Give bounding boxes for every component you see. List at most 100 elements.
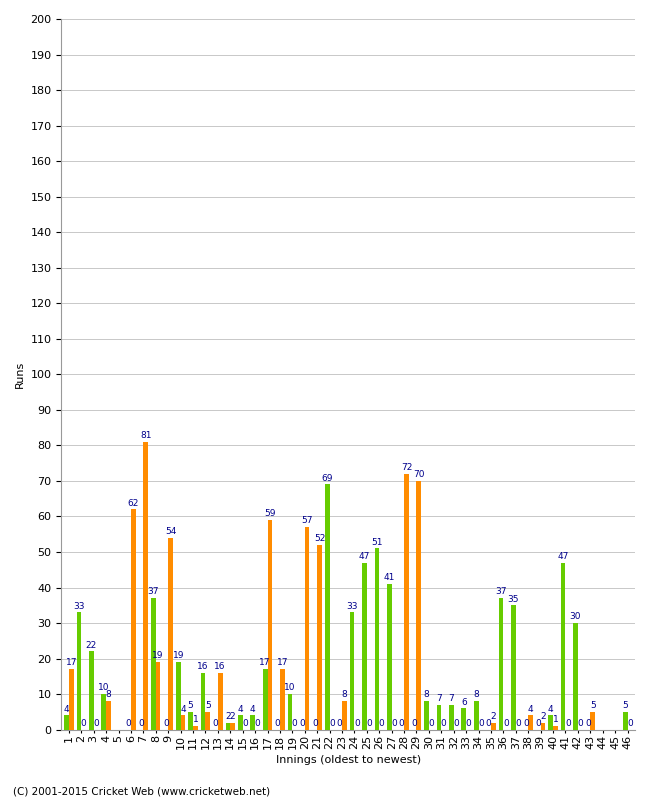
Bar: [230, 722, 235, 730]
Text: 0: 0: [292, 719, 298, 728]
Bar: [553, 726, 558, 730]
Bar: [151, 598, 156, 730]
Text: 0: 0: [391, 719, 397, 728]
Bar: [499, 598, 503, 730]
Bar: [64, 715, 69, 730]
Text: 8: 8: [105, 690, 111, 699]
Text: 47: 47: [359, 552, 370, 561]
Text: 0: 0: [585, 719, 591, 728]
Text: 0: 0: [329, 719, 335, 728]
Text: 10: 10: [98, 683, 109, 692]
Bar: [263, 670, 268, 730]
Text: 1: 1: [552, 715, 558, 724]
Text: 4: 4: [548, 705, 554, 714]
Bar: [101, 694, 106, 730]
Bar: [106, 702, 110, 730]
Bar: [168, 538, 173, 730]
Text: 70: 70: [413, 470, 424, 479]
Text: 0: 0: [354, 719, 359, 728]
Text: 17: 17: [276, 658, 288, 667]
Bar: [156, 662, 161, 730]
Text: 0: 0: [441, 719, 447, 728]
Text: 0: 0: [367, 719, 372, 728]
Bar: [362, 562, 367, 730]
Text: 33: 33: [346, 602, 358, 610]
Text: 0: 0: [300, 719, 306, 728]
Bar: [491, 722, 496, 730]
Bar: [623, 712, 627, 730]
Bar: [474, 702, 478, 730]
Bar: [287, 694, 292, 730]
Text: 0: 0: [577, 719, 583, 728]
Text: 2: 2: [230, 712, 235, 721]
Bar: [404, 474, 409, 730]
Text: 0: 0: [478, 719, 484, 728]
Text: 0: 0: [399, 719, 404, 728]
Text: 22: 22: [86, 641, 97, 650]
Text: 59: 59: [264, 510, 276, 518]
Text: 0: 0: [411, 719, 417, 728]
Bar: [374, 549, 379, 730]
Text: 5: 5: [205, 701, 211, 710]
Bar: [226, 722, 230, 730]
Text: 0: 0: [213, 719, 218, 728]
Text: 37: 37: [148, 587, 159, 596]
Text: 0: 0: [536, 719, 541, 728]
Bar: [424, 702, 429, 730]
Text: 4: 4: [237, 705, 243, 714]
Text: 0: 0: [565, 719, 571, 728]
Bar: [250, 715, 255, 730]
Text: 7: 7: [436, 694, 442, 703]
Bar: [387, 584, 392, 730]
Text: 0: 0: [428, 719, 434, 728]
Text: 0: 0: [312, 719, 318, 728]
Text: 16: 16: [214, 662, 226, 671]
Text: 19: 19: [152, 651, 164, 660]
Text: 0: 0: [255, 719, 260, 728]
Text: 16: 16: [198, 662, 209, 671]
Bar: [590, 712, 595, 730]
Bar: [89, 651, 94, 730]
Text: 5: 5: [590, 701, 595, 710]
Text: 8: 8: [473, 690, 479, 699]
Text: 33: 33: [73, 602, 84, 610]
Text: 17: 17: [66, 658, 77, 667]
Text: 0: 0: [163, 719, 169, 728]
Text: 0: 0: [465, 719, 471, 728]
Bar: [573, 623, 578, 730]
Text: 69: 69: [322, 474, 333, 482]
Text: 5: 5: [188, 701, 194, 710]
Text: 8: 8: [424, 690, 430, 699]
Bar: [449, 705, 454, 730]
Text: 17: 17: [259, 658, 271, 667]
Bar: [350, 612, 354, 730]
Bar: [325, 485, 330, 730]
Text: 4: 4: [64, 705, 70, 714]
Text: 0: 0: [486, 719, 491, 728]
Text: 52: 52: [314, 534, 325, 543]
Text: 6: 6: [461, 698, 467, 706]
Text: 35: 35: [508, 594, 519, 603]
Bar: [69, 670, 73, 730]
Text: (C) 2001-2015 Cricket Web (www.cricketweb.net): (C) 2001-2015 Cricket Web (www.cricketwe…: [13, 786, 270, 796]
Bar: [205, 712, 210, 730]
Text: 0: 0: [93, 719, 99, 728]
Bar: [144, 442, 148, 730]
Bar: [131, 510, 136, 730]
Text: 4: 4: [250, 705, 255, 714]
Text: 37: 37: [495, 587, 507, 596]
Bar: [417, 481, 421, 730]
Text: 0: 0: [275, 719, 280, 728]
Text: 0: 0: [125, 719, 131, 728]
Text: 41: 41: [384, 573, 395, 582]
Text: 51: 51: [371, 538, 383, 546]
Text: 0: 0: [627, 719, 633, 728]
Text: 19: 19: [172, 651, 184, 660]
Bar: [77, 612, 81, 730]
Bar: [541, 722, 545, 730]
Bar: [193, 726, 198, 730]
Text: 2: 2: [225, 712, 231, 721]
Text: 81: 81: [140, 431, 151, 440]
Text: 2: 2: [540, 712, 546, 721]
Text: 4: 4: [528, 705, 534, 714]
